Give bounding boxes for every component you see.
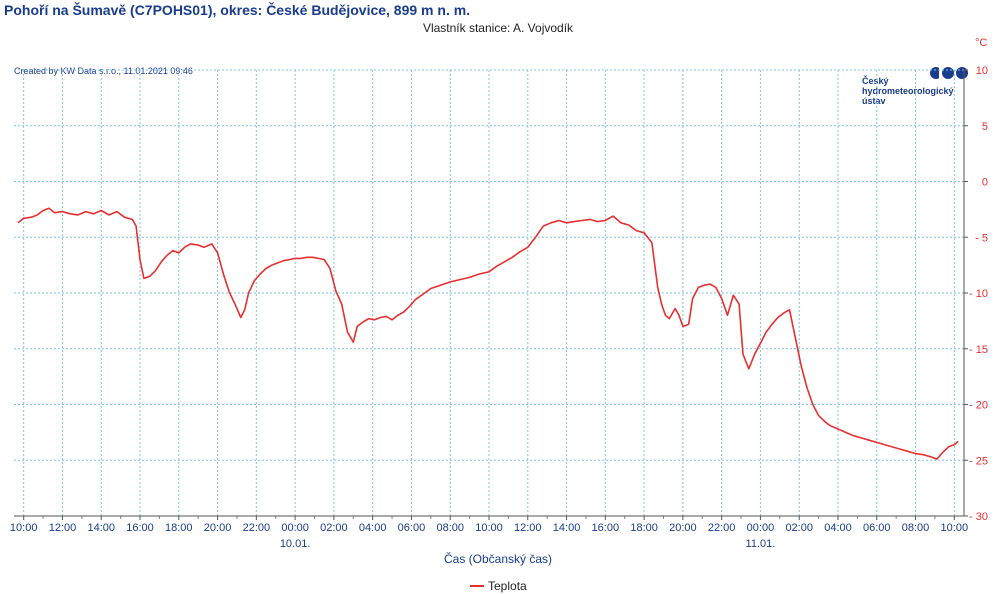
x-tick-label: 10:00: [10, 522, 38, 534]
chart-grid: [14, 69, 964, 517]
x-tick-label: 18:00: [165, 522, 193, 534]
x-tick-label: 22:00: [243, 522, 271, 534]
chart-series: [17, 207, 959, 460]
y-tick-label: 0: [982, 177, 988, 189]
x-tick-label: 02:00: [320, 522, 348, 534]
legend-label-teplota: Teplota: [488, 579, 527, 593]
series-line-teplota: [17, 207, 959, 460]
x-tick-label: 14:00: [87, 522, 115, 534]
x-tick-label: 20:00: [669, 522, 697, 534]
chart-title: Pohoří na Šumavě (C7POHS01), okres: Česk…: [4, 2, 471, 18]
x-axis-title: Čas (Občanský čas): [443, 552, 553, 566]
date-label: 11.01.: [746, 538, 776, 550]
x-tick-label: 16:00: [126, 522, 154, 534]
x-tick-label: 10:00: [941, 522, 969, 534]
created-by-credit: Created by KW Data s.r.o., 11.01.2021 09…: [14, 66, 193, 76]
station-owner: Vlastník stanice: A. Vojvodík: [422, 21, 574, 35]
y-tick-label: 5: [982, 121, 988, 133]
y-axis-unit: °C: [975, 37, 988, 49]
x-tick-label: 18:00: [630, 522, 658, 534]
x-tick-label: 04:00: [359, 522, 387, 534]
x-tick-label: 06:00: [398, 522, 426, 534]
x-tick-label: 00:00: [281, 522, 309, 534]
x-tick-label: 10:00: [475, 522, 503, 534]
x-tick-label: 20:00: [204, 522, 232, 534]
y-tick-label: - 15: [969, 344, 988, 356]
x-tick-label: 06:00: [863, 522, 891, 534]
x-tick-label: 12:00: [49, 522, 77, 534]
logo-line-1: Český: [862, 76, 889, 86]
date-label: 10.01.: [280, 538, 311, 550]
y-tick-label: 10: [976, 65, 988, 77]
x-tick-label: 14:00: [553, 522, 581, 534]
legend[interactable]: Teplota: [470, 579, 527, 593]
y-tick-label: - 30: [969, 511, 988, 523]
chart-axes: 10:00 12:00 14:00 16:00 18:00 20:00 22:00 00:00…: [10, 65, 988, 550]
y-tick-label: - 5: [975, 232, 988, 244]
y-tick-label: - 25: [969, 455, 988, 467]
x-tick-label: 04:00: [824, 522, 852, 534]
logo-line-3: ústav: [862, 96, 886, 106]
x-tick-label: 00:00: [747, 522, 775, 534]
y-tick-label: - 10: [969, 288, 988, 300]
x-tick-label: 08:00: [436, 522, 464, 534]
x-tick-label: 12:00: [514, 522, 542, 534]
x-tick-label: 02:00: [785, 522, 813, 534]
x-tick-label: 22:00: [708, 522, 736, 534]
logo-line-2: hydrometeorologický: [862, 86, 954, 96]
legend-swatch: [470, 584, 484, 587]
x-tick-label: 08:00: [902, 522, 930, 534]
y-tick-label: - 20: [969, 400, 988, 412]
x-tick-label: 16:00: [592, 522, 620, 534]
